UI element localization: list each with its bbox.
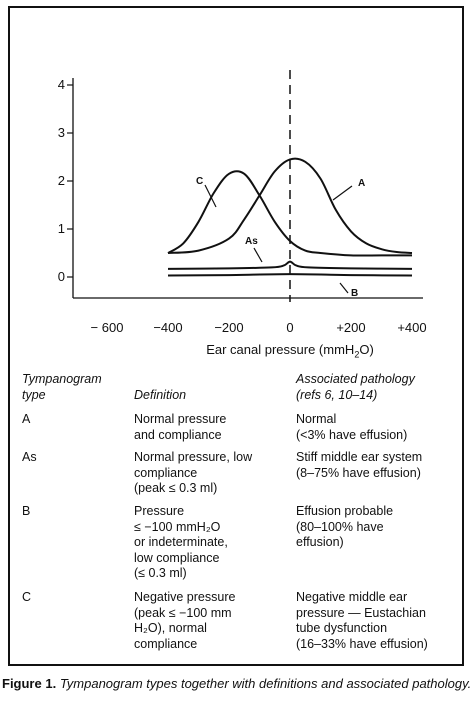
- annotation-leader: [339, 282, 349, 294]
- x-tick-label: −400: [153, 320, 182, 335]
- table-row: As Normal pressure, low compliance (peak…: [22, 450, 462, 504]
- caption-text: Tympanogram types together with definiti…: [59, 676, 472, 691]
- x-tick-label: 0: [286, 320, 293, 335]
- table-row: B Pressure ≤ −100 mmH₂O or indeterminate…: [22, 504, 462, 590]
- series-label-c: C: [196, 176, 203, 187]
- x-tick-label: − 600: [91, 320, 124, 335]
- series-label-b: B: [351, 288, 358, 299]
- annotation-leader: [204, 184, 217, 208]
- tympanogram-chart: 0 1 2 3 4 − 600 −400 −200 0 +200 +400 A C As B: [58, 70, 427, 335]
- figure-caption: Figure 1. Tympanogram types together wit…: [2, 676, 472, 692]
- table-header: Tympanogram type Definition Associated p…: [22, 372, 462, 412]
- row-definition: Pressure ≤ −100 mmH₂O or indeterminate, …: [134, 504, 228, 580]
- row-type: As: [22, 450, 37, 464]
- series-line-b: [167, 273, 413, 277]
- row-pathology: Normal (<3% have effusion): [296, 412, 408, 442]
- y-tick-label: 2: [58, 173, 65, 188]
- table-row: C Negative pressure (peak ≤ −100 mm H₂O)…: [22, 590, 462, 660]
- series-line-as: [167, 260, 413, 270]
- series-line-a: [167, 157, 413, 254]
- series-label-as: As: [245, 236, 258, 247]
- row-definition: Normal pressure and compliance: [134, 412, 227, 442]
- annotation-leader: [332, 185, 353, 201]
- row-pathology: Stiff middle ear system (8–75% have effu…: [296, 450, 423, 480]
- y-tick-label: 0: [58, 269, 65, 284]
- row-definition: Negative pressure (peak ≤ −100 mm H₂O), …: [134, 590, 236, 651]
- annotation-leader: [253, 247, 263, 263]
- figure-frame: [8, 6, 464, 666]
- header-type: Tympanogram type: [22, 372, 102, 402]
- y-tick-label: 1: [58, 221, 65, 236]
- row-pathology: Effusion probable (80–100% have effusion…: [296, 504, 394, 549]
- row-type: A: [22, 412, 31, 426]
- table-row: A Normal pressure and compliance Normal …: [22, 412, 462, 450]
- x-tick-label: +200: [336, 320, 365, 335]
- header-definition: Definition: [134, 388, 187, 402]
- row-type: B: [22, 504, 31, 518]
- header-pathology: Associated pathology (refs 6, 10–14): [296, 372, 415, 402]
- row-definition: Normal pressure, low compliance (peak ≤ …: [134, 450, 253, 495]
- x-axis-title: Ear canal pressure (mmH2O): [206, 342, 374, 360]
- series-label-a: A: [358, 178, 365, 189]
- y-tick-label: 3: [58, 125, 65, 140]
- row-type: C: [22, 590, 32, 604]
- definitions-table: Tympanogram type Definition Associated p…: [22, 372, 462, 660]
- caption-label: Figure 1.: [2, 676, 57, 691]
- x-tick-label: +400: [397, 320, 426, 335]
- row-pathology: Negative middle ear pressure — Eustachia…: [296, 590, 428, 651]
- series-line-c: [167, 170, 412, 257]
- y-tick-label: 4: [58, 77, 65, 92]
- x-tick-label: −200: [214, 320, 243, 335]
